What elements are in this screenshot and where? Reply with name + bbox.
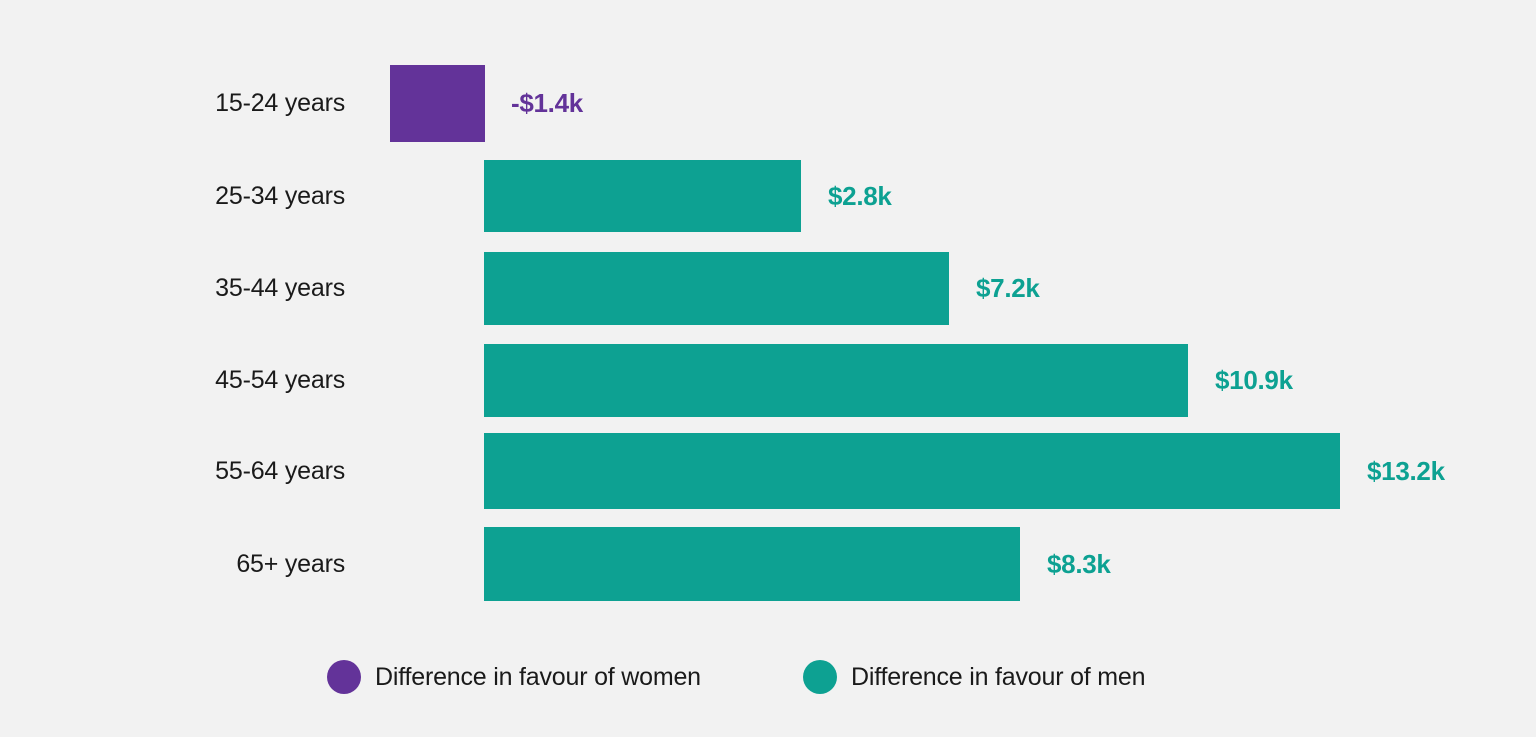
legend-label: Difference in favour of women [375,662,701,691]
bar-value-label: -$1.4k [511,88,583,118]
bar-women-15-24[interactable] [390,65,485,142]
legend-swatch-circle-icon [803,660,837,694]
bar-value-label: $8.3k [1047,549,1111,579]
bar-row: 25-34 years $2.8k [0,160,1536,232]
legend-item-women[interactable]: Difference in favour of women [327,655,701,699]
category-label: 55-64 years [215,457,345,485]
bar-men-45-54[interactable] [484,344,1188,417]
bar-men-25-34[interactable] [484,160,801,232]
bar-value-label: $13.2k [1367,456,1445,486]
legend-label: Difference in favour of men [851,662,1146,691]
bar-men-55-64[interactable] [484,433,1340,509]
bar-row: 15-24 years -$1.4k [0,65,1536,142]
bar-row: 55-64 years $13.2k [0,433,1536,509]
bar-row: 45-54 years $10.9k [0,344,1536,417]
category-label: 65+ years [236,550,345,578]
category-label: 15-24 years [215,89,345,117]
bar-row: 35-44 years $7.2k [0,252,1536,325]
bar-value-label: $2.8k [828,181,892,211]
bar-men-35-44[interactable] [484,252,949,325]
legend-item-men[interactable]: Difference in favour of men [803,655,1145,699]
plot-area: 15-24 years -$1.4k 25-34 years $2.8k 35-… [0,65,1536,601]
bar-row: 65+ years $8.3k [0,527,1536,601]
chart-legend: Difference in favour of women Difference… [0,655,1536,705]
legend-swatch-circle-icon [327,660,361,694]
bar-value-label: $7.2k [976,273,1040,303]
bar-value-label: $10.9k [1215,365,1293,395]
category-label: 45-54 years [215,366,345,394]
bar-men-65-plus[interactable] [484,527,1020,601]
category-label: 35-44 years [215,274,345,302]
category-label: 25-34 years [215,182,345,210]
